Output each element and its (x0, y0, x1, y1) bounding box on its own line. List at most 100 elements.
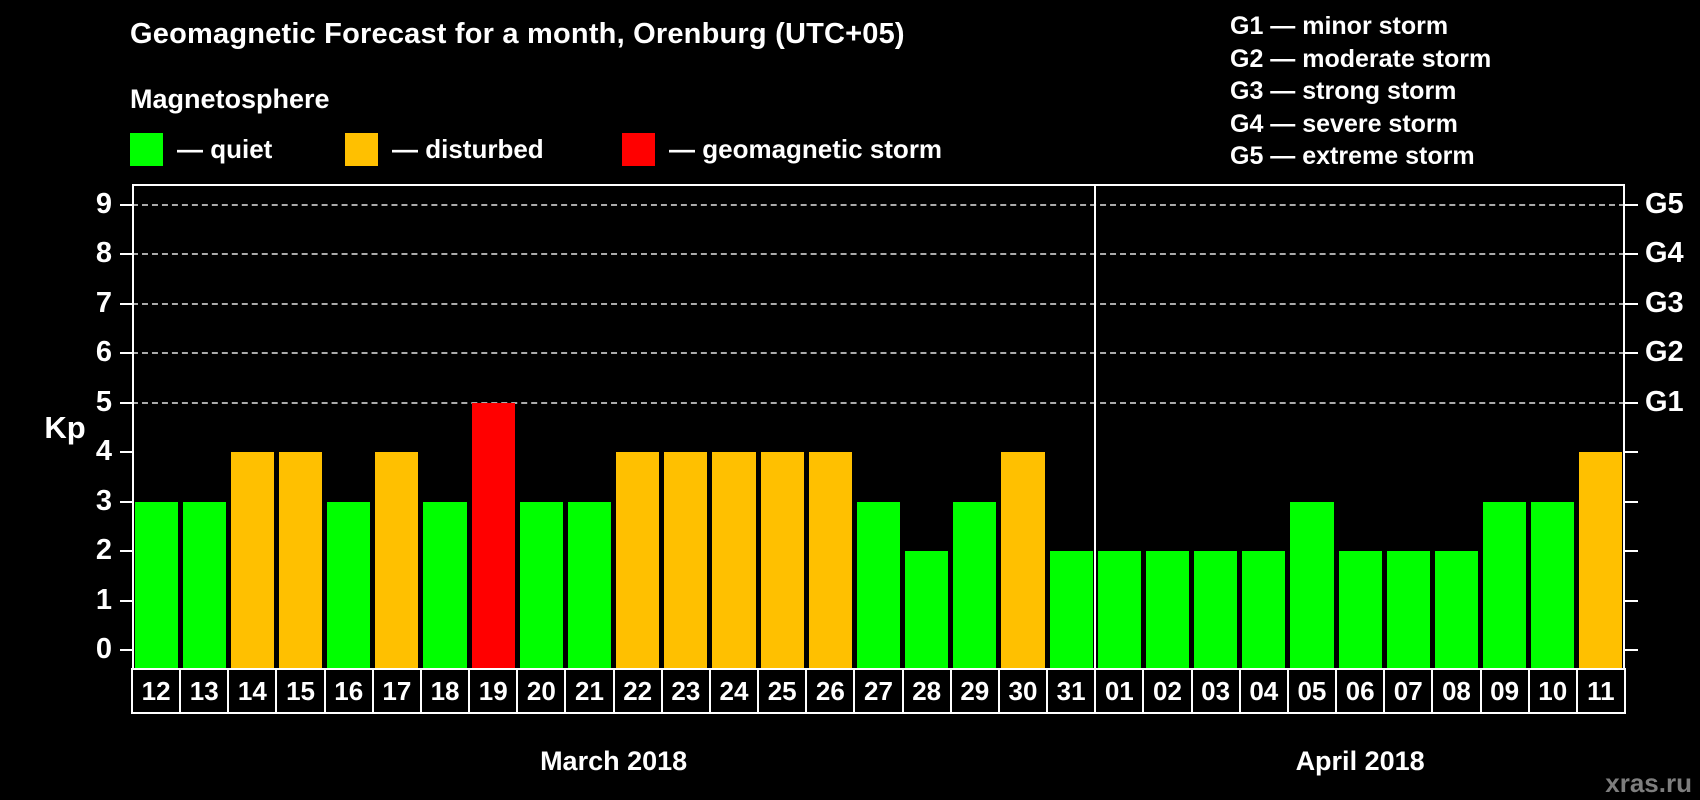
day-label-cell: 23 (660, 668, 711, 714)
g-legend-line: G4 — severe storm (1230, 109, 1458, 138)
day-label-cell: 04 (1238, 668, 1289, 714)
grid-line-kp7 (132, 302, 1625, 305)
day-label-cell: 26 (805, 668, 856, 714)
kp-bar-day-05 (1290, 501, 1334, 670)
y-tick-label-3: 3 (95, 484, 112, 517)
day-label-cell: 24 (708, 668, 760, 714)
y-tick-right (1625, 451, 1638, 453)
day-label-cell: 15 (275, 668, 326, 714)
day-label-cell: 28 (901, 668, 952, 714)
disturbed-swatch-icon (345, 133, 378, 166)
day-label-cell: 14 (227, 668, 278, 714)
legend-item-label: — quiet (177, 134, 273, 164)
watermark: xras.ru (1605, 768, 1692, 798)
month-label-0: March 2018 (540, 746, 688, 776)
kp-bar-day-20 (519, 501, 563, 670)
y-tick-label-6: 6 (95, 336, 112, 368)
kp-bar-day-08 (1434, 551, 1478, 670)
y-tick-left (120, 451, 132, 453)
kp-bar-day-11 (1579, 452, 1623, 670)
day-label-cell: 13 (179, 668, 230, 714)
kp-bar-day-10 (1531, 501, 1575, 670)
grid-line-kp8 (132, 253, 1625, 255)
month-label-1: April 2018 (1295, 746, 1425, 776)
y-tick-left (120, 500, 132, 503)
day-label-cell: 06 (1335, 668, 1386, 714)
legend-item-quiet: — quiet (130, 133, 272, 166)
plot-border (132, 184, 1625, 670)
y-tick-right (1625, 500, 1638, 503)
legend-item-label: — disturbed (392, 134, 544, 164)
day-label-cell: 02 (1142, 668, 1193, 714)
kp-bar-day-24 (712, 452, 756, 670)
kp-bar-day-03 (1194, 551, 1238, 670)
y-tick-left (120, 550, 132, 552)
y-tick-label-2: 2 (95, 534, 112, 566)
day-label-cell: 12 (131, 668, 182, 714)
y-tick-left (120, 253, 132, 255)
day-label-cell: 09 (1479, 668, 1530, 714)
g-legend-line: G3 — strong storm (1230, 77, 1457, 106)
day-label-cell: 20 (516, 668, 567, 714)
y-tick-label-9: 9 (95, 187, 112, 220)
day-label-cell: 25 (757, 668, 808, 714)
day-label-cell: 10 (1527, 668, 1578, 714)
kp-bar-day-12 (134, 501, 178, 670)
legend-item-storm: — geomagnetic storm (622, 133, 942, 166)
kp-bar-day-29 (953, 501, 997, 670)
y-tick-right (1625, 203, 1638, 206)
day-label-cell: 21 (564, 668, 615, 714)
kp-bar-day-23 (664, 452, 708, 670)
quiet-swatch-icon (130, 133, 163, 166)
day-label-cell: 30 (997, 668, 1049, 714)
kp-bar-day-13 (182, 501, 226, 670)
y-tick-label-5: 5 (95, 385, 112, 418)
day-label-cell: 29 (949, 668, 1000, 714)
g-axis-label-G4: G4 (1645, 237, 1684, 269)
kp-bar-day-31 (1049, 551, 1093, 670)
y-tick-right (1625, 550, 1638, 552)
y-tick-right (1625, 599, 1638, 602)
y-tick-right (1625, 253, 1638, 255)
kp-bar-day-27 (856, 501, 901, 670)
kp-bar-day-01 (1097, 551, 1141, 670)
y-tick-right (1625, 302, 1638, 305)
y-tick-right (1625, 352, 1638, 354)
legend-item-label: — geomagnetic storm (669, 134, 943, 164)
grid-line-kp6 (132, 352, 1625, 354)
kp-bar-day-22 (616, 452, 660, 670)
y-axis-title: Kp (44, 410, 86, 445)
kp-bar-day-17 (375, 452, 419, 670)
y-tick-label-0: 0 (95, 633, 112, 665)
kp-bar-day-21 (567, 501, 612, 670)
kp-bar-day-25 (760, 452, 804, 670)
y-tick-left (120, 599, 132, 602)
day-label-cell: 07 (1383, 668, 1434, 714)
grid-line-kp9 (132, 203, 1625, 206)
g-legend-line: G5 — extreme storm (1230, 142, 1475, 171)
day-label-cell: 31 (1046, 668, 1097, 714)
day-label-cell: 27 (853, 668, 904, 714)
day-label-cell: 11 (1575, 668, 1626, 714)
month-separator (1094, 184, 1097, 670)
grid-line-kp5 (132, 401, 1625, 404)
day-label-cell: 17 (371, 668, 422, 714)
y-tick-right (1625, 649, 1638, 651)
kp-bar-day-14 (230, 452, 274, 670)
kp-bar-day-04 (1242, 551, 1286, 670)
kp-bar-day-30 (1001, 452, 1045, 670)
g-axis-label-G3: G3 (1645, 286, 1684, 319)
kp-bar-day-26 (808, 452, 852, 670)
y-tick-left (120, 302, 132, 305)
day-label-cell: 22 (612, 668, 663, 714)
day-label-cell: 01 (1094, 668, 1145, 714)
magnetosphere-label: Magnetosphere (130, 84, 330, 114)
y-tick-label-1: 1 (95, 583, 112, 616)
day-label-cell: 05 (1286, 668, 1338, 714)
g-scale-legend: G1 — minor storm G2 — moderate storm G3 — … (1230, 10, 1491, 173)
y-tick-left (120, 649, 132, 651)
kp-bar-day-28 (905, 551, 949, 670)
y-tick-left (120, 352, 132, 354)
day-label-cell: 08 (1431, 668, 1482, 714)
